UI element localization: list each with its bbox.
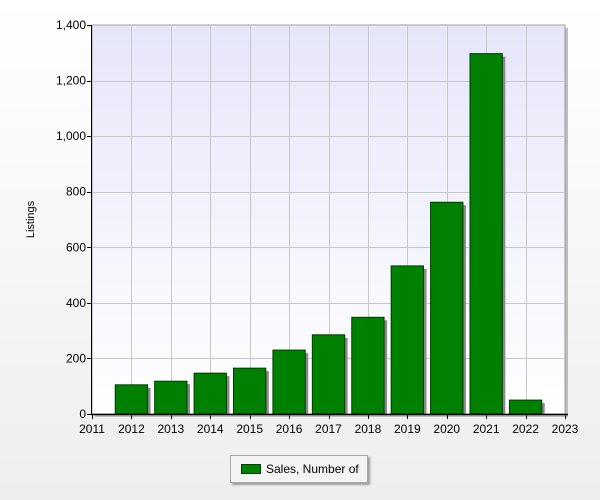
x-tick-label: 2015 (236, 422, 263, 436)
y-tick-label: 1,400 (56, 18, 86, 32)
y-tick-label: 1,000 (56, 129, 86, 143)
legend-label: Sales, Number of (266, 462, 359, 476)
axes (87, 25, 568, 419)
x-tick-label: 2019 (394, 422, 421, 436)
bar (154, 380, 188, 415)
x-tick-label: 2012 (118, 422, 145, 436)
bar (233, 367, 267, 415)
bar (351, 316, 385, 415)
x-tick-label: 2016 (276, 422, 303, 436)
bar (390, 265, 424, 415)
bar (508, 399, 543, 415)
x-tick-label: 2022 (512, 422, 539, 436)
y-tick-label: 800 (66, 185, 86, 199)
x-tick-label: 2013 (157, 422, 184, 436)
bar (272, 349, 306, 415)
x-tick-label: 2020 (433, 422, 460, 436)
x-tick-label: 2017 (315, 422, 342, 436)
x-tick-label: 2023 (552, 422, 579, 436)
bars (114, 53, 545, 415)
bar (311, 334, 346, 415)
bar (114, 384, 149, 415)
y-tick-label: 600 (66, 240, 86, 254)
x-tick-label: 2014 (197, 422, 224, 436)
x-tick-label: 2021 (473, 422, 500, 436)
x-tick-label: 2018 (355, 422, 382, 436)
y-axis-title: Listings (25, 200, 37, 238)
y-tick-label: 200 (66, 351, 86, 365)
y-tick-label: 0 (79, 407, 86, 421)
bar (193, 372, 227, 415)
tick-labels: 0 200 400 600 800 1,000 1,200 1,400 2011 2012 2013… (56, 18, 579, 436)
bar (469, 53, 503, 415)
y-tick-label: 400 (66, 296, 86, 310)
y-tick-label: 1,200 (56, 74, 86, 88)
bar (430, 201, 464, 415)
legend-swatch (241, 464, 261, 474)
legend: Sales, Number of (230, 455, 368, 483)
x-tick-label: 2011 (79, 422, 105, 436)
